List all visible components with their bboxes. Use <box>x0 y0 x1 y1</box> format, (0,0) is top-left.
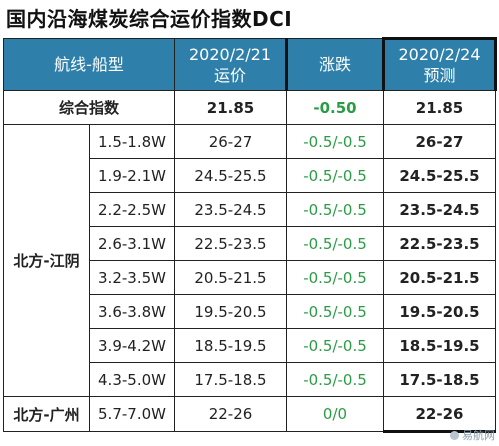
summary-forecast: 21.85 <box>383 90 496 125</box>
page-title: 国内沿海煤炭综合运价指数DCI <box>6 7 293 31</box>
table-row: 3.6-3.8W 19.5-20.5 -0.5/-0.5 19.5-20.5 <box>4 294 496 329</box>
change-cell: -0.5/-0.5 <box>286 226 384 261</box>
change-cell: -0.5/-0.5 <box>286 158 384 193</box>
rate-cell: 23.5-24.5 <box>174 192 287 227</box>
ship-size-cell: 4.3-5.0W <box>89 362 175 397</box>
ship-size-cell: 3.6-3.8W <box>89 294 175 329</box>
forecast-cell: 17.5-18.5 <box>383 362 496 397</box>
forecast-date: 2020/2/24 <box>398 45 481 64</box>
forecast-cell: 23.5-24.5 <box>383 192 496 227</box>
forecast-header: 2020/2/24 预测 <box>382 37 497 91</box>
rate-cell: 24.5-25.5 <box>174 158 287 193</box>
ship-size-cell: 3.9-4.2W <box>89 328 175 363</box>
table-row: 4.3-5.0W 17.5-18.5 -0.5/-0.5 17.5-18.5 <box>4 362 496 397</box>
forecast-cell: 20.5-21.5 <box>383 260 496 295</box>
rate-date: 2020/2/21 <box>188 44 272 64</box>
rate-label: 运价 <box>213 65 246 85</box>
ship-size-cell: 1.9-2.1W <box>89 158 175 193</box>
rate-cell: 18.5-19.5 <box>174 328 287 363</box>
ship-size-cell: 1.5-1.8W <box>89 124 175 159</box>
watermark-text: 易航网 <box>462 429 495 442</box>
ship-size-cell: 2.6-3.1W <box>89 226 175 261</box>
rate-header: 2020/2/21 运价 <box>174 38 288 91</box>
forecast-cell: 19.5-20.5 <box>383 294 496 329</box>
forecast-label: 预测 <box>423 66 456 85</box>
route-group-label: 北方-广州 <box>3 396 90 432</box>
rate-cell: 22-26 <box>174 396 287 432</box>
rate-cell: 22.5-23.5 <box>174 226 287 261</box>
change-cell: -0.5/-0.5 <box>286 192 384 227</box>
route-header: 航线-船型 <box>3 38 175 91</box>
summary-label: 综合指数 <box>3 90 175 125</box>
forecast-cell: 22-26 <box>383 396 496 433</box>
forecast-cell: 26-27 <box>383 124 496 159</box>
dci-table: 航线-船型 2020/2/21 运价 涨跌 2020/2/24 预测 综合指数 … <box>3 37 497 433</box>
watermark-logo-icon <box>450 431 459 440</box>
ship-size-cell: 5.7-7.0W <box>89 396 175 432</box>
change-header: 涨跌 <box>286 38 384 91</box>
table-row: 2.2-2.5W 23.5-24.5 -0.5/-0.5 23.5-24.5 <box>4 192 496 227</box>
forecast-cell: 22.5-23.5 <box>383 226 496 261</box>
table-row: 3.2-3.5W 20.5-21.5 -0.5/-0.5 20.5-21.5 <box>4 260 496 295</box>
summary-change: -0.50 <box>286 90 384 125</box>
forecast-cell: 18.5-19.5 <box>383 328 496 363</box>
rate-cell: 19.5-20.5 <box>174 294 287 329</box>
change-cell: -0.5/-0.5 <box>286 260 384 295</box>
change-cell: 0/0 <box>286 396 384 432</box>
table-row: 北方-江阴 1.5-1.8W 26-27 -0.5/-0.5 26-27 <box>3 124 496 397</box>
summary-rate: 21.85 <box>174 90 287 125</box>
rate-cell: 17.5-18.5 <box>174 362 287 397</box>
route-group-label: 北方-江阴 <box>3 124 90 397</box>
rate-cell: 26-27 <box>174 124 287 159</box>
change-cell: -0.5/-0.5 <box>286 328 384 363</box>
ship-size-cell: 3.2-3.5W <box>89 260 175 295</box>
table-row: 3.9-4.2W 18.5-19.5 -0.5/-0.5 18.5-19.5 <box>4 328 496 363</box>
summary-row: 综合指数 21.85 -0.50 21.85 <box>3 90 496 125</box>
rate-cell: 20.5-21.5 <box>174 260 287 295</box>
table-row: 北方-广州 5.7-7.0W 22-26 0/0 22-26 <box>3 396 496 433</box>
table-row: 1.9-2.1W 24.5-25.5 -0.5/-0.5 24.5-25.5 <box>4 158 496 193</box>
header-row: 航线-船型 2020/2/21 运价 涨跌 2020/2/24 预测 <box>3 37 497 91</box>
ship-size-cell: 2.2-2.5W <box>89 192 175 227</box>
table-row: 2.6-3.1W 22.5-23.5 -0.5/-0.5 22.5-23.5 <box>4 226 496 261</box>
watermark: 易航网 <box>450 427 495 443</box>
change-cell: -0.5/-0.5 <box>286 124 384 159</box>
change-cell: -0.5/-0.5 <box>286 294 384 329</box>
change-cell: -0.5/-0.5 <box>286 362 384 397</box>
forecast-cell: 24.5-25.5 <box>383 158 496 193</box>
